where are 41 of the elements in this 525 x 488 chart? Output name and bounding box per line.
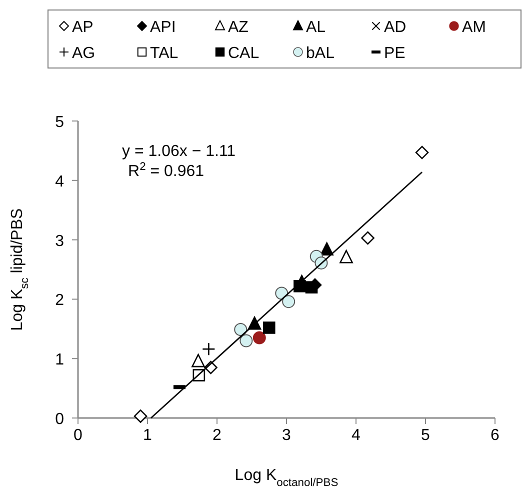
point: [248, 316, 262, 330]
legend-label: API: [150, 19, 176, 36]
legend-label: PE: [384, 45, 406, 62]
point: [252, 331, 266, 344]
point: [320, 242, 334, 256]
y-tick-label: 3: [55, 232, 64, 250]
x-tick-label: 4: [352, 427, 361, 444]
legend-label: bAL: [306, 45, 335, 62]
point: [282, 295, 296, 308]
point: [202, 342, 216, 356]
point: [262, 322, 276, 334]
legend-label: CAL: [228, 45, 260, 62]
x-tick-label: 6: [490, 427, 500, 444]
y-tick-label: 1: [55, 352, 64, 369]
legend-label: TAL: [150, 45, 178, 62]
x-axis-title: Log K$_{octanol/PBS}$: [234, 467, 338, 488]
y-tick-label: 0: [55, 411, 64, 428]
point: [192, 354, 205, 368]
y-tick-label: 2: [55, 292, 64, 310]
y-tick-label: 4: [55, 173, 64, 190]
point: [415, 146, 429, 160]
y-tick-label: 5: [55, 114, 64, 131]
legend-label: AD: [384, 19, 406, 36]
legend-label: AP: [72, 19, 94, 36]
annotation: R$^{2}$ = 0.961: [128, 161, 204, 180]
x-tick-label: 3: [282, 427, 292, 444]
point: [340, 250, 353, 264]
annotation: y = 1.06x − 1.11: [122, 143, 236, 160]
legend-label: AL: [306, 19, 326, 36]
x-tick-label: 5: [421, 427, 430, 444]
legend-label: AZ: [228, 19, 249, 36]
x-tick-label: 0: [74, 427, 83, 444]
point: [134, 410, 148, 423]
x-tick-label: 2: [212, 427, 222, 444]
point: [305, 281, 318, 294]
x-tick-label: 1: [143, 427, 152, 444]
legend-label: AG: [72, 45, 96, 62]
point: [361, 231, 374, 245]
legend-label: AM: [462, 19, 486, 36]
point: [234, 322, 248, 336]
point: [240, 334, 253, 348]
